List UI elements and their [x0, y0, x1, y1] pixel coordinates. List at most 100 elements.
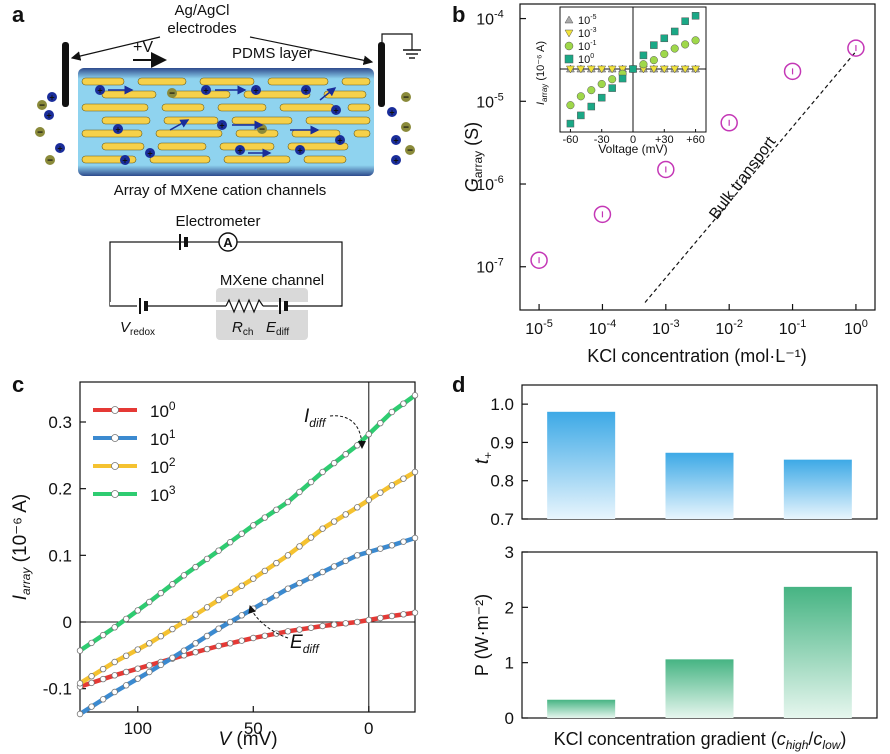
mxene-nanosheets: [81, 77, 371, 164]
series-point-103: [261, 514, 269, 521]
mxene-sheet: [231, 116, 293, 125]
series-point-102: [400, 475, 407, 482]
series-point-102: [111, 658, 118, 666]
series-point-100: [284, 628, 292, 635]
mxene-sheet: [81, 77, 125, 86]
legend-marker-101: [111, 434, 119, 442]
series-point-100: [388, 612, 396, 620]
mxene-sheet: [161, 103, 205, 112]
annotation-e-diff-arrow: [248, 605, 289, 639]
electrode-pointer-right: [249, 36, 374, 66]
inset-xtick-label: +60: [686, 134, 705, 146]
series-point-103: [192, 563, 199, 571]
cation-sign: +: [297, 146, 302, 156]
bulk-transport-label: Bulk transport: [706, 133, 779, 223]
series-point-102: [342, 511, 349, 518]
series-point-103: [123, 615, 130, 623]
series-point-103: [238, 530, 245, 537]
anion-ion: [405, 145, 415, 155]
series-point-103: [134, 607, 141, 614]
mxene-sheet: [155, 129, 223, 138]
inset-point-10-3: [691, 65, 701, 74]
transference-bar-101: [547, 411, 616, 519]
mxene-sheet: [353, 129, 371, 138]
voltage-label: +V: [133, 39, 153, 56]
array-caption: Array of MXene cation channels: [114, 182, 327, 199]
chart-c-ytick-label: -0.1: [43, 680, 72, 699]
inset-point-100: [566, 119, 575, 128]
series-point-102: [330, 518, 338, 525]
cation-sign: +: [393, 156, 398, 166]
electrode-label-line1: Ag/AgCl: [174, 2, 229, 19]
series-point-102: [146, 640, 153, 647]
series-point-100: [134, 665, 141, 672]
inset-point-10-1: [670, 44, 679, 53]
inset-point-10-3: [649, 65, 659, 74]
inset-point-10-1: [681, 40, 690, 49]
cation-ion: [55, 143, 65, 153]
cation-ion: [335, 135, 345, 145]
panel-label-c: c: [12, 372, 24, 397]
conductance-point: [530, 251, 548, 269]
series-point-103: [157, 589, 165, 597]
series-point-101: [388, 542, 396, 549]
annotation-e-diff: Ediff: [290, 632, 320, 656]
ground-wire: [381, 33, 413, 50]
inset-ylabel: Iarray (10⁻⁶ A): [535, 41, 549, 105]
cation-ion: [235, 145, 245, 155]
series-point-101: [226, 618, 234, 626]
inset-point-10-3: [618, 65, 628, 74]
series-point-103: [354, 442, 361, 449]
series-point-101: [146, 668, 153, 676]
inset-point-10-3: [670, 65, 680, 74]
chart-d-top-ylabel: t+: [472, 452, 495, 464]
series-point-102: [192, 611, 199, 618]
series-point-100: [411, 609, 419, 616]
power-bar-101: [547, 699, 616, 718]
chart-d-top-ytick-label: 0.8: [490, 472, 514, 491]
series-point-101: [250, 605, 257, 612]
mxene-sheet: [223, 155, 291, 164]
series-point-101: [354, 552, 361, 559]
chart-b-xtick-label: 100: [844, 318, 868, 338]
series-point-102: [215, 596, 222, 604]
cation-ion: [391, 155, 401, 165]
anion-sign: −: [259, 125, 265, 136]
cation-sign: +: [147, 149, 152, 159]
chart-b-ylabel: Garray (S): [462, 122, 485, 192]
panel-label-d: d: [452, 372, 465, 397]
series-point-103: [307, 478, 315, 486]
series-point-102: [354, 504, 361, 511]
panel-b: b 10-5 10-4 10-3 10-2 10-1 10010-710-610-510-…: [452, 2, 876, 366]
series-point-102: [76, 680, 84, 687]
inset-point-100: [597, 93, 606, 102]
legend-marker-100: [111, 406, 119, 414]
chart-c-ytick-label: 0.1: [48, 546, 72, 565]
mxene-sheet: [347, 103, 371, 112]
inset-legend-marker: [564, 15, 574, 24]
cation-ion: [47, 92, 57, 102]
series-point-101: [273, 592, 280, 599]
inset-legend-marker: [564, 29, 574, 38]
inset-axes: -60 -30 0 +30 +60: [560, 7, 706, 146]
mxene-sheet: [101, 116, 151, 125]
chart-b-points: [530, 39, 865, 269]
legend-marker-103: [111, 490, 119, 498]
panel-a: a Ag/AgCl electrodes +V PDMS layer + + + + +…: [12, 2, 421, 340]
legend-label-103: 103: [150, 483, 176, 505]
transference-bar-102: [665, 452, 734, 519]
inset-point-100: [577, 111, 585, 120]
inset-point-10-1: [691, 36, 700, 45]
pdms-label: PDMS layer: [232, 45, 312, 62]
chart-b-ytick-label: 10-6: [476, 174, 504, 194]
r-ch-label: Rch: [232, 319, 253, 338]
inset-point-10-3: [576, 65, 586, 74]
cation-sign: +: [115, 125, 120, 135]
inset-point-10-3: [565, 65, 575, 74]
cation-anion-ions: ++++++ +++ + ++++++++−−−−−−−−: [35, 85, 415, 167]
mxene-sheet: [303, 155, 347, 164]
chart-b-ytick-label: 10-7: [476, 257, 504, 277]
legend-label-102: 102: [150, 455, 176, 477]
series-point-101: [134, 675, 141, 682]
electrode-pointer-left: [70, 36, 161, 61]
